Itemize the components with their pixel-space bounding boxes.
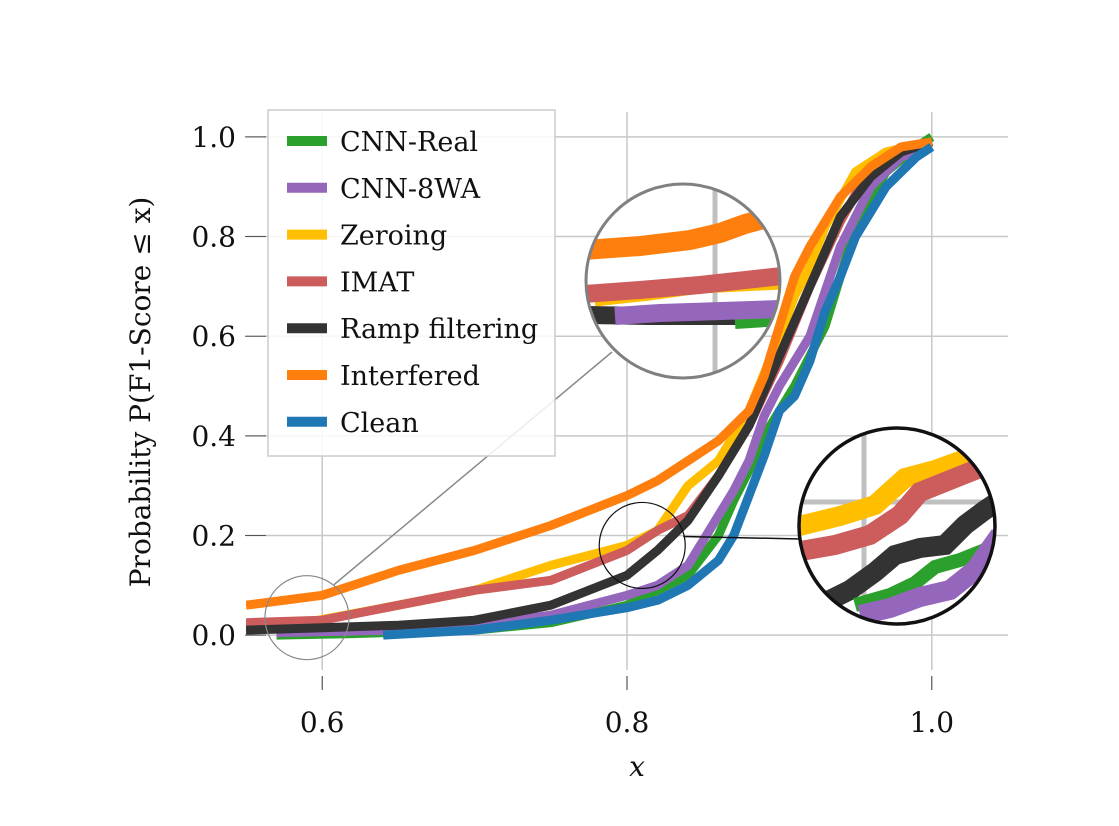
zoom-markers: [264, 351, 801, 661]
axis-ticks: 0.6 0.8 1.0 0.0 0.2 0.4 0.6 0.8 1.0: [191, 121, 954, 739]
legend-label-imat: IMAT: [340, 267, 414, 298]
series-line-ramp-filtering: [246, 137, 934, 635]
x-axis-label: x: [629, 750, 645, 783]
zoom-inset-left-cnn-8wa-line: [614, 300, 780, 325]
zoom-inset-left-border: [584, 182, 782, 380]
y-axis-label: Probability P(F1-Score ≤ x): [124, 197, 157, 588]
y-tick-label: 0.8: [191, 221, 236, 254]
zoom-inset-right: [797, 426, 997, 626]
legend-label-clean: Clean: [340, 408, 419, 439]
zoom-inset-left-imat-line: [586, 267, 780, 303]
y-tick-label: 0.4: [191, 420, 236, 453]
zoom-region-right: [598, 501, 686, 590]
x-tick-label: 0.8: [605, 706, 650, 739]
y-tick-label: 1.0: [191, 121, 236, 154]
legend-label-zeroing: Zeroing: [340, 221, 447, 252]
x-tick-label: 0.6: [300, 706, 345, 739]
zoom-inset-right-zeroing-line: [799, 442, 995, 537]
y-tick-label: 0.0: [191, 619, 236, 652]
series-line-cnn-8wa: [276, 142, 934, 638]
zoom-connector-right: [683, 535, 801, 540]
zoom-connector-left: [333, 351, 613, 586]
legend-label-cnn-8wa: CNN-8WA: [340, 174, 481, 205]
legend: CNN-Real CNN-8WA Zeroing IMAT Ramp filtering…: [267, 109, 556, 457]
series-line-clean: [382, 143, 935, 640]
zoom-region-left: [264, 575, 350, 661]
y-tick-label: 0.2: [191, 519, 236, 552]
zoom-inset-right-border: [797, 426, 997, 626]
legend-label-cnn-real: CNN-Real: [340, 127, 478, 158]
zoom-inset-right-cnn-8wa-line: [857, 529, 995, 624]
series-lines: [246, 133, 935, 640]
series-line-interfered: [246, 137, 933, 610]
legend-label-interfered: Interfered: [340, 361, 480, 392]
zoom-inset-right-ramp-line: [815, 491, 995, 614]
legend-label-ramp-filtering: Ramp filtering: [340, 314, 538, 345]
zoom-inset-left-interfered-line: [586, 204, 780, 260]
zoom-inset-right-imat-line: [799, 452, 995, 562]
y-tick-label: 0.6: [191, 320, 236, 353]
zoom-inset-left: [584, 182, 782, 380]
zoom-inset-left-cnn-real-line: [734, 312, 780, 329]
x-tick-label: 1.0: [910, 706, 955, 739]
